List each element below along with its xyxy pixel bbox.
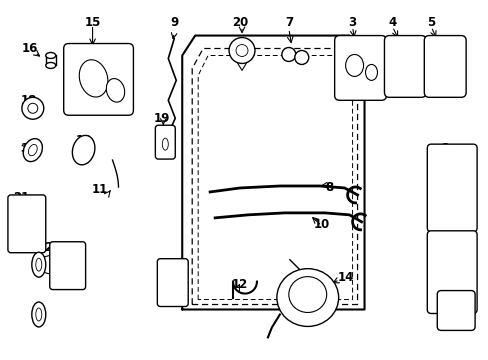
FancyBboxPatch shape bbox=[424, 36, 465, 97]
Circle shape bbox=[281, 48, 295, 62]
Text: 17: 17 bbox=[20, 141, 37, 155]
Text: 4: 4 bbox=[387, 16, 396, 29]
Ellipse shape bbox=[46, 62, 56, 68]
Text: 20: 20 bbox=[231, 16, 247, 29]
Text: 3: 3 bbox=[348, 16, 356, 29]
Text: 12: 12 bbox=[231, 278, 247, 291]
Text: 1: 1 bbox=[460, 192, 468, 204]
Circle shape bbox=[28, 103, 38, 113]
Text: 24: 24 bbox=[31, 308, 47, 321]
Ellipse shape bbox=[36, 308, 41, 321]
Text: 10: 10 bbox=[313, 218, 329, 231]
Text: 8: 8 bbox=[325, 181, 333, 194]
FancyBboxPatch shape bbox=[334, 36, 386, 100]
Text: 23: 23 bbox=[44, 241, 61, 254]
Text: 13: 13 bbox=[75, 134, 92, 147]
FancyBboxPatch shape bbox=[50, 242, 85, 289]
Ellipse shape bbox=[79, 60, 108, 97]
Ellipse shape bbox=[28, 144, 37, 156]
Text: 9: 9 bbox=[170, 16, 178, 29]
Ellipse shape bbox=[345, 54, 363, 76]
Text: 22: 22 bbox=[165, 283, 181, 296]
Text: 21: 21 bbox=[13, 192, 29, 204]
Text: 11: 11 bbox=[91, 184, 107, 197]
Ellipse shape bbox=[32, 252, 46, 277]
FancyBboxPatch shape bbox=[427, 231, 476, 314]
Ellipse shape bbox=[162, 138, 168, 150]
FancyBboxPatch shape bbox=[155, 125, 175, 159]
Circle shape bbox=[236, 45, 247, 57]
Ellipse shape bbox=[32, 302, 46, 327]
Text: 6: 6 bbox=[453, 311, 461, 324]
Ellipse shape bbox=[276, 269, 338, 327]
FancyBboxPatch shape bbox=[157, 259, 188, 306]
Text: 18: 18 bbox=[20, 94, 37, 107]
Text: 7: 7 bbox=[284, 16, 292, 29]
FancyBboxPatch shape bbox=[436, 291, 474, 330]
Text: 15: 15 bbox=[84, 16, 101, 29]
Text: 14: 14 bbox=[337, 271, 353, 284]
Ellipse shape bbox=[46, 53, 56, 58]
Ellipse shape bbox=[36, 258, 41, 271]
Text: 2: 2 bbox=[440, 141, 448, 155]
Circle shape bbox=[228, 37, 254, 63]
Ellipse shape bbox=[72, 135, 95, 165]
Text: 16: 16 bbox=[21, 42, 38, 55]
FancyBboxPatch shape bbox=[384, 36, 426, 97]
Ellipse shape bbox=[288, 276, 326, 312]
Text: 19: 19 bbox=[154, 112, 170, 125]
Text: 5: 5 bbox=[427, 16, 434, 29]
FancyBboxPatch shape bbox=[8, 195, 46, 253]
FancyBboxPatch shape bbox=[63, 44, 133, 115]
Ellipse shape bbox=[106, 78, 124, 102]
Ellipse shape bbox=[23, 139, 42, 162]
Circle shape bbox=[294, 50, 308, 64]
Circle shape bbox=[22, 97, 44, 119]
Ellipse shape bbox=[365, 64, 377, 80]
FancyBboxPatch shape bbox=[427, 144, 476, 232]
